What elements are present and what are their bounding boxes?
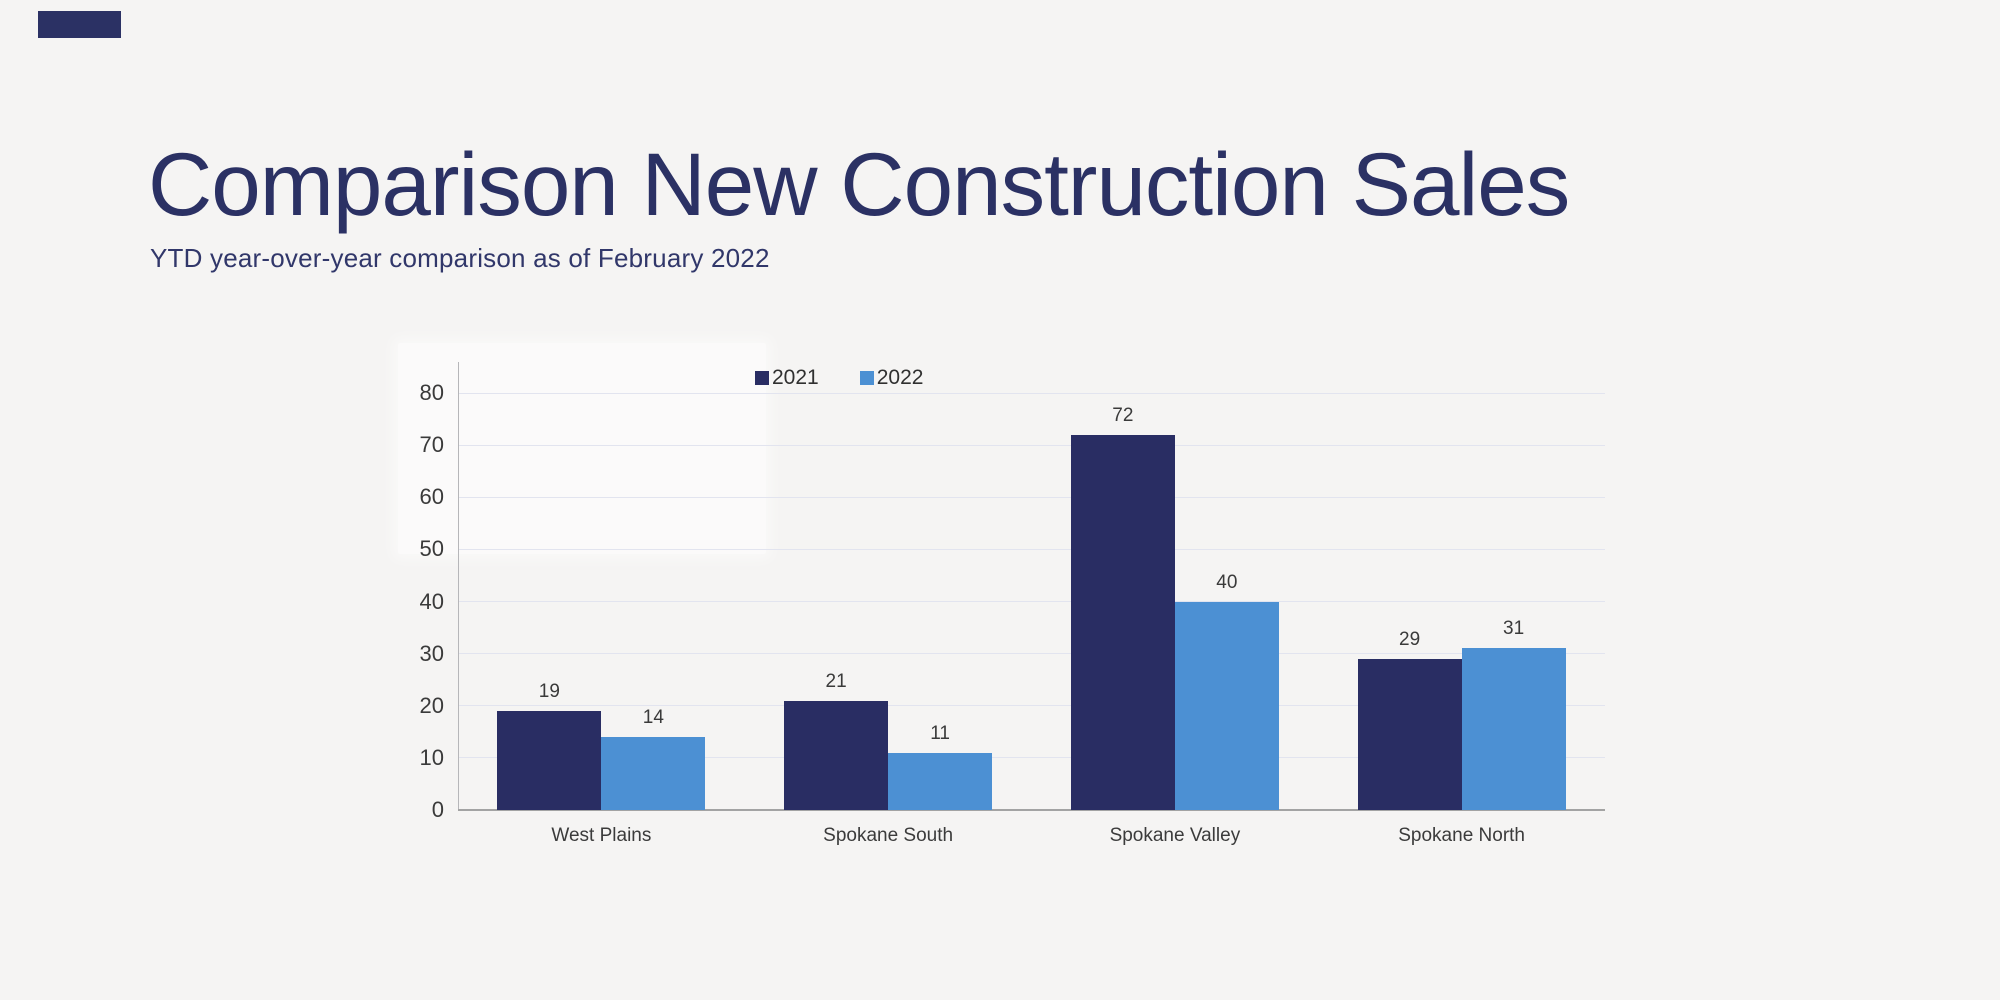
legend-item-2021: 2021: [755, 366, 819, 390]
bar-value-label: 21: [825, 670, 847, 692]
y-axis-tick-label: 0: [431, 797, 444, 822]
bar-2022-spokane-north: [1461, 648, 1566, 810]
chart-highlight-panel: [398, 343, 766, 554]
legend-label: 2022: [876, 366, 924, 389]
y-gridline: [458, 757, 1605, 759]
bar-2021-spokane-south: [784, 700, 889, 810]
bar-2022-spokane-south: [888, 752, 993, 810]
y-gridline: [458, 496, 1605, 498]
y-axis-tick-label: 40: [419, 588, 444, 614]
y-gridline: [458, 653, 1605, 655]
bar-value-label: 31: [1503, 618, 1525, 640]
legend-item-2022: 2022: [859, 366, 924, 390]
bar-2021-spokane-north: [1357, 658, 1462, 810]
y-axis-tick-label: 10: [419, 744, 444, 770]
bar-2022-west-plains: [601, 737, 706, 810]
y-gridline: [458, 444, 1605, 446]
bar-value-label: 40: [1216, 571, 1238, 593]
bar-value-label: 14: [642, 707, 664, 729]
y-gridline: [458, 705, 1605, 707]
legend-label: 2021: [772, 366, 819, 389]
bar-value-label: 72: [1112, 404, 1134, 426]
bar-2022-spokane-valley: [1174, 601, 1279, 810]
y-gridline: [458, 548, 1605, 550]
y-axis-tick-label: 60: [419, 484, 444, 510]
bar-2021-spokane-valley: [1070, 434, 1175, 810]
bar-value-label: 11: [930, 722, 950, 744]
x-axis-line: [458, 809, 1605, 811]
page-title: Comparison New Construction Sales: [148, 134, 1570, 234]
y-axis-tick-label: 50: [419, 536, 444, 562]
y-axis-tick-label: 20: [419, 692, 444, 718]
page-subtitle: YTD year-over-year comparison as of Febr…: [150, 243, 770, 273]
y-gridline: [458, 601, 1605, 602]
bar-value-label: 19: [538, 680, 560, 702]
bar-value-label: 29: [1399, 628, 1421, 650]
x-axis-category-label: West Plains: [551, 825, 652, 846]
legend-swatch-icon: [755, 371, 769, 385]
y-axis-tick-label: 30: [419, 640, 444, 666]
y-axis-tick-label: 70: [419, 432, 444, 458]
y-axis-tick-label: 80: [419, 380, 444, 405]
y-gridline: [458, 392, 1605, 394]
y-axis-line: [458, 362, 459, 810]
legend-swatch-icon: [859, 371, 874, 385]
x-axis-category-label: Spokane Valley: [1109, 825, 1241, 846]
chart-legend: 2021 2022: [755, 366, 923, 390]
x-axis-category-label: Spokane South: [823, 825, 954, 846]
x-axis-category-label: Spokane North: [1398, 825, 1525, 846]
bar-2021-west-plains: [497, 710, 602, 810]
corner-accent-bar: [38, 11, 121, 38]
